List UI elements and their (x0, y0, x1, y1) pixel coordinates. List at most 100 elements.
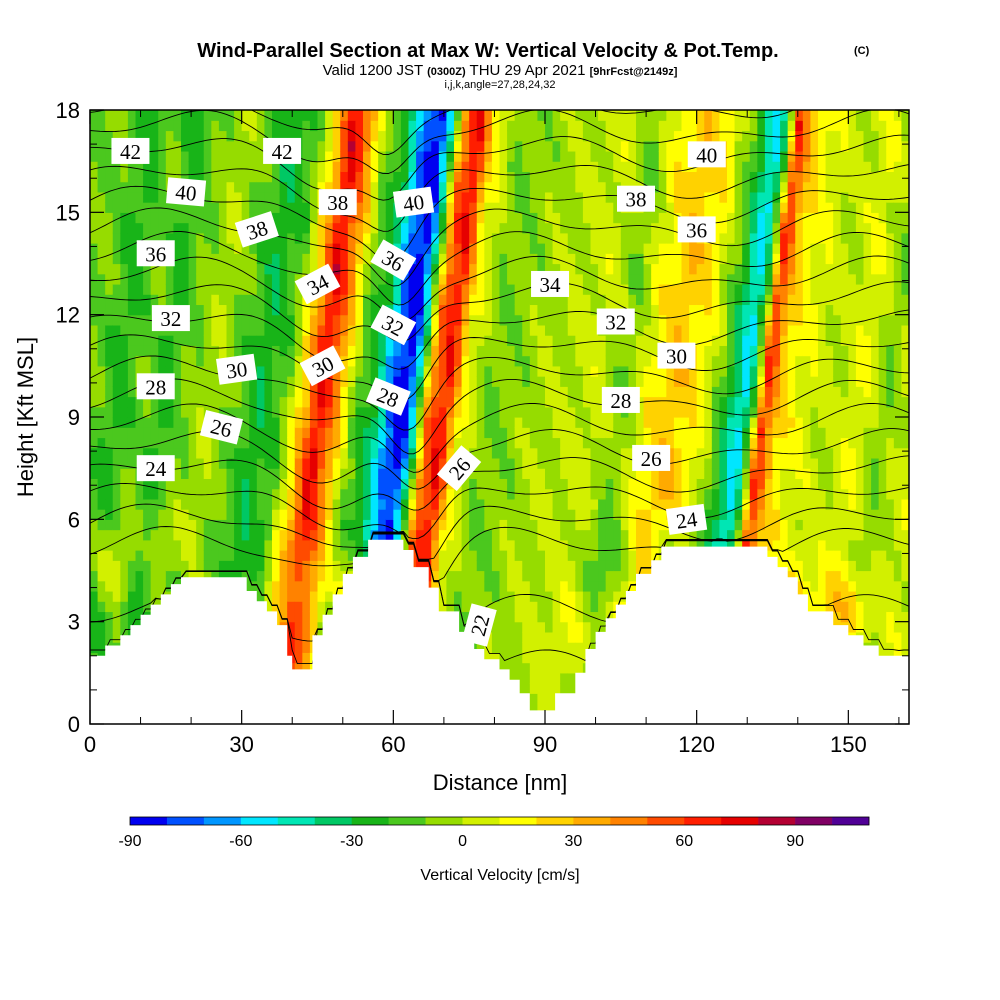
velocity-cell (264, 355, 273, 367)
velocity-cell (620, 171, 630, 183)
velocity-cell (309, 232, 319, 244)
velocity-cell (552, 161, 561, 172)
velocity-cell (302, 222, 311, 234)
velocity-cell (234, 120, 243, 132)
velocity-cell (393, 283, 402, 295)
velocity-cell (218, 130, 228, 142)
velocity-cell (529, 140, 539, 152)
velocity-cell (560, 263, 569, 275)
velocity-cell (218, 171, 228, 183)
velocity-cell (181, 509, 190, 520)
velocity-cell (416, 232, 425, 244)
velocity-cell (241, 273, 250, 285)
velocity-cell (158, 191, 167, 203)
velocity-cell (400, 243, 410, 254)
velocity-cell (529, 304, 539, 316)
velocity-cell (355, 171, 364, 183)
velocity-cell (499, 386, 508, 398)
velocity-cell (590, 365, 599, 377)
velocity-cell (469, 427, 478, 439)
velocity-cell (423, 120, 432, 132)
velocity-cell (469, 437, 478, 449)
velocity-cell (529, 703, 539, 715)
velocity-cell (309, 509, 319, 520)
velocity-cell (218, 304, 228, 316)
velocity-cell (112, 304, 121, 316)
velocity-cell (628, 120, 637, 132)
velocity-cell (469, 590, 478, 602)
velocity-cell (590, 550, 599, 561)
velocity-cell (408, 509, 417, 520)
velocity-cell (90, 273, 99, 285)
velocity-cell (363, 345, 372, 357)
velocity-cell (469, 171, 478, 183)
velocity-cell (598, 590, 607, 602)
velocity-cell (567, 662, 576, 674)
velocity-cell (181, 294, 190, 306)
velocity-cell (545, 672, 554, 684)
velocity-cell (666, 529, 675, 541)
velocity-cell (476, 396, 485, 408)
velocity-cell (567, 498, 576, 510)
velocity-cell (598, 130, 607, 142)
velocity-cell (628, 417, 637, 428)
velocity-cell (340, 243, 349, 254)
velocity-cell (582, 468, 592, 479)
velocity-cell (196, 457, 205, 469)
velocity-cell (529, 202, 539, 213)
velocity-cell (127, 161, 137, 172)
velocity-cell (582, 590, 592, 602)
velocity-cell (363, 509, 372, 520)
velocity-cell (711, 386, 721, 398)
velocity-cell (560, 621, 569, 633)
velocity-cell (347, 110, 357, 121)
velocity-cell (370, 355, 379, 367)
velocity-cell (636, 539, 645, 551)
velocity-cell (294, 580, 303, 592)
velocity-cell (158, 406, 167, 418)
velocity-cell (651, 498, 660, 510)
velocity-cell (461, 580, 470, 592)
velocity-cell (165, 406, 175, 418)
velocity-cell (226, 110, 235, 121)
velocity-cell (514, 222, 523, 234)
velocity-cell (355, 498, 364, 510)
velocity-cell (491, 324, 501, 336)
velocity-cell (560, 243, 569, 254)
velocity-cell (438, 304, 448, 316)
velocity-cell (97, 611, 106, 623)
velocity-cell (575, 580, 584, 592)
velocity-cell (317, 611, 326, 623)
velocity-cell (400, 304, 410, 316)
velocity-cell (590, 406, 599, 418)
velocity-cell (317, 396, 326, 408)
velocity-cell (287, 539, 296, 551)
velocity-cell (529, 672, 539, 684)
velocity-cell (234, 304, 243, 316)
velocity-cell (332, 212, 341, 224)
velocity-cell (620, 376, 630, 387)
velocity-cell (408, 498, 417, 510)
velocity-cell (431, 140, 440, 152)
velocity-cell (636, 355, 645, 367)
velocity-cell (461, 171, 470, 183)
velocity-cell (696, 437, 705, 449)
velocity-cell (537, 191, 546, 203)
velocity-cell (203, 498, 212, 510)
velocity-cell (643, 427, 652, 439)
velocity-cell (218, 478, 228, 490)
velocity-cell (651, 365, 660, 377)
velocity-cell (105, 396, 114, 408)
velocity-cell (651, 273, 660, 285)
velocity-cell (302, 519, 311, 531)
velocity-cell (545, 314, 554, 326)
velocity-cell (218, 140, 228, 152)
velocity-cell (218, 457, 228, 469)
velocity-cell (658, 232, 667, 244)
velocity-cell (256, 273, 266, 285)
velocity-cell (393, 304, 402, 316)
velocity-cell (196, 345, 205, 357)
velocity-cell (272, 335, 281, 346)
velocity-cell (438, 590, 448, 602)
velocity-cell (165, 283, 175, 295)
